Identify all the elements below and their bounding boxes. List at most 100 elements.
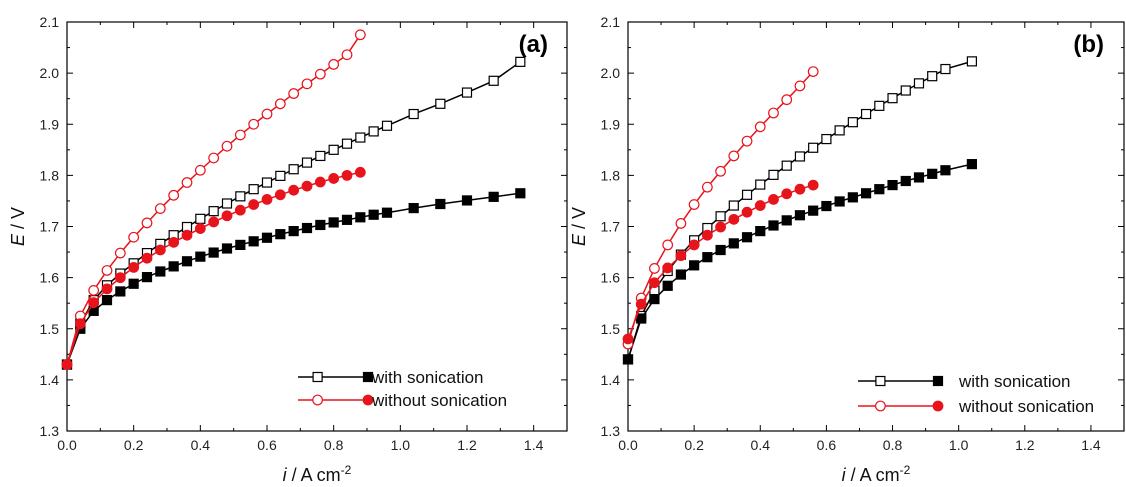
data-point — [860, 188, 872, 199]
y-axis-title-unit: / V — [569, 207, 589, 234]
data-point — [847, 192, 858, 203]
legend: with sonication without sonication — [858, 372, 1094, 416]
data-point — [701, 229, 713, 241]
y-tick-label: 1.7 — [40, 219, 60, 235]
data-point — [261, 177, 273, 188]
data-point — [755, 179, 766, 190]
data-point — [355, 212, 366, 223]
data-point — [208, 216, 220, 228]
data-point — [636, 313, 647, 324]
y-tick-label: 1.7 — [601, 219, 621, 235]
data-point — [301, 180, 313, 192]
data-point — [101, 265, 113, 276]
data-point — [821, 200, 832, 212]
data-point — [741, 206, 753, 218]
data-point — [315, 150, 326, 162]
series-1 — [61, 188, 526, 370]
legend-label: with sonication — [958, 372, 1071, 391]
data-point — [688, 239, 700, 251]
series-3 — [61, 166, 366, 370]
y-axis-title-symbol: E — [569, 233, 589, 246]
data-point — [194, 164, 206, 176]
data-point — [768, 194, 779, 205]
legend-label: with sonication — [371, 368, 484, 387]
data-point — [715, 165, 726, 177]
data-point — [248, 199, 260, 210]
y-tick-label: 1.4 — [601, 372, 621, 388]
data-point — [234, 204, 246, 216]
data-point — [728, 200, 739, 211]
data-point — [435, 198, 446, 210]
data-point — [728, 238, 739, 249]
data-point — [168, 189, 180, 201]
data-point — [381, 120, 393, 131]
data-point — [141, 272, 153, 283]
data-point — [689, 260, 700, 271]
data-point — [622, 333, 634, 345]
data-point — [754, 200, 766, 211]
legend-marker-filled — [362, 371, 374, 383]
data-point — [221, 210, 233, 222]
data-point — [755, 226, 766, 237]
data-point — [181, 256, 193, 267]
data-point — [235, 191, 246, 202]
data-point — [275, 229, 286, 240]
data-point — [649, 263, 660, 274]
data-point — [341, 214, 353, 225]
data-point — [900, 175, 911, 187]
y-axis-title-unit: / V — [8, 207, 28, 234]
data-point — [675, 269, 687, 280]
data-point — [768, 107, 779, 119]
y-tick-label: 1.4 — [40, 372, 60, 388]
data-point — [355, 132, 366, 143]
data-point — [235, 239, 246, 251]
data-point — [328, 59, 340, 70]
data-point — [781, 188, 793, 200]
data-point — [781, 160, 792, 171]
data-point — [435, 98, 446, 109]
x-axis-title-exponent: -2 — [341, 463, 352, 477]
data-point — [328, 173, 340, 184]
y-tick-label: 2.1 — [601, 14, 621, 30]
x-axis-title: i / A cm-2 — [842, 463, 911, 485]
data-point — [328, 144, 339, 155]
data-point — [794, 210, 806, 221]
data-point — [622, 354, 634, 365]
data-point — [221, 140, 233, 152]
x-tick-label: 0.0 — [57, 437, 77, 453]
chart-panel-a: 0.0 0.2 0.4 0.6 0.8 1.0 1.2 1.4 1.3 1.4 1.5 1.6 1.7 1… — [8, 14, 568, 485]
data-point — [155, 266, 166, 277]
x-tick-label: 0.8 — [324, 437, 344, 453]
y-tick-label: 1.9 — [40, 116, 60, 132]
data-point — [461, 195, 473, 206]
y-axis-title-symbol: E — [8, 233, 28, 246]
data-point — [515, 56, 526, 67]
data-point — [649, 293, 660, 305]
data-point — [741, 232, 753, 243]
x-axis-title-unit: / A cm — [846, 465, 900, 485]
data-point — [288, 164, 299, 175]
data-point — [114, 272, 126, 284]
chart-panel-b: 0.0 0.2 0.4 0.6 0.8 1.0 1.2 1.4 1.3 1.4 1.5 1.6 1.7 1… — [569, 14, 1125, 485]
data-point — [688, 199, 700, 210]
y-tick-label: 1.5 — [40, 321, 60, 337]
x-axis-title-unit: / A cm — [287, 465, 341, 485]
legend-marker-open — [875, 375, 886, 387]
data-point — [408, 202, 419, 214]
data-point — [221, 198, 233, 209]
data-point — [88, 285, 100, 296]
data-point — [248, 118, 260, 130]
data-point — [141, 217, 153, 229]
data-point — [88, 297, 100, 309]
data-point — [381, 207, 393, 218]
data-point — [368, 209, 379, 220]
data-point — [181, 229, 193, 241]
data-point — [101, 295, 113, 306]
data-point — [488, 191, 499, 202]
data-point — [675, 218, 687, 229]
data-point — [913, 78, 925, 89]
data-point — [301, 222, 313, 234]
data-point — [354, 29, 366, 41]
x-tick-label: 1.2 — [457, 437, 477, 453]
